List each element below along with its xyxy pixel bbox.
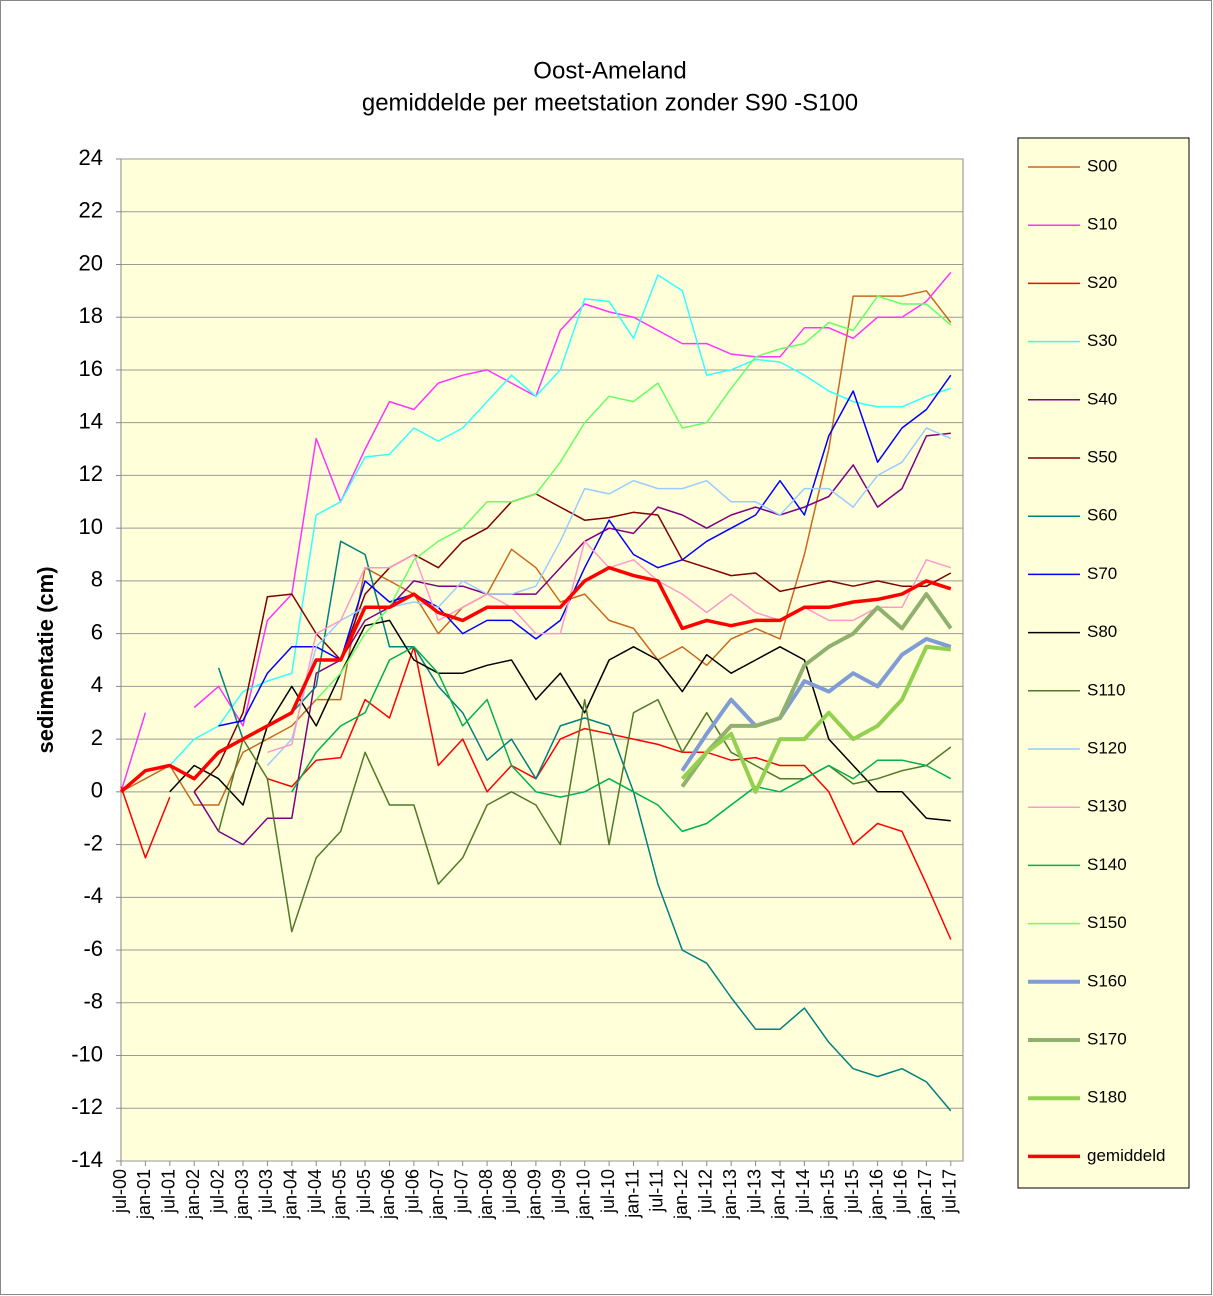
series-line — [680, 636, 952, 772]
x-tick-label: jan-11 — [622, 1169, 642, 1219]
x-tick-label: jul-03 — [256, 1169, 276, 1214]
chart-subtitle: gemiddelde per meetstation zonder S90 -S… — [362, 89, 858, 116]
x-tick-label: jan-03 — [232, 1169, 252, 1220]
series-line — [169, 619, 951, 822]
x-tick-label: jul-01 — [159, 1169, 179, 1214]
y-tick-label: 12 — [79, 461, 103, 486]
legend-label: S40 — [1087, 389, 1117, 408]
legend-label: S70 — [1087, 564, 1117, 583]
series-line — [291, 646, 952, 833]
x-tick-label: jan-12 — [671, 1169, 691, 1220]
y-tick-label: 14 — [79, 408, 103, 433]
y-tick-label: 18 — [79, 303, 103, 328]
x-tick-label: jul-17 — [940, 1169, 960, 1214]
x-tick-label: jan-15 — [818, 1169, 838, 1220]
y-tick-label: -4 — [83, 883, 103, 908]
series-line — [120, 290, 952, 806]
y-tick-label: -14 — [71, 1147, 103, 1172]
plot-area — [120, 158, 964, 1162]
x-tick-label: jul-07 — [451, 1169, 471, 1214]
x-tick-label: jul-13 — [744, 1169, 764, 1214]
legend-label: S60 — [1087, 506, 1117, 525]
y-tick-label: -12 — [71, 1094, 103, 1119]
series-line — [680, 592, 953, 788]
legend-label: S150 — [1087, 913, 1127, 932]
x-tick-label: jan-04 — [281, 1169, 301, 1220]
series-line — [193, 432, 951, 846]
legend-label: S120 — [1087, 738, 1127, 757]
x-tick-label: jan-14 — [769, 1169, 789, 1220]
x-tick-label: jan-10 — [573, 1169, 593, 1220]
y-tick-label: 16 — [79, 356, 103, 381]
y-tick-label: 24 — [79, 145, 103, 170]
y-tick-label: 2 — [91, 725, 103, 750]
y-tick-label: 6 — [91, 619, 103, 644]
x-tick-label: jan-07 — [427, 1169, 447, 1220]
legend-box — [1017, 137, 1190, 1189]
x-tick-label: jul-00 — [110, 1169, 130, 1214]
x-tick-label: jul-16 — [891, 1169, 911, 1214]
legend-label: S170 — [1087, 1029, 1127, 1048]
chart-title: Oost-Ameland — [533, 57, 686, 84]
x-tick-label: jan-16 — [866, 1169, 886, 1220]
y-tick-label: 4 — [91, 672, 103, 697]
x-tick-label: jul-11 — [647, 1169, 667, 1213]
y-tick-label: -2 — [83, 830, 103, 855]
y-tick-label: 0 — [91, 778, 103, 803]
y-axis-label: sedimentatie (cm) — [33, 566, 58, 753]
series-line — [217, 540, 952, 1112]
series-line — [120, 646, 952, 940]
y-tick-label: 10 — [79, 514, 103, 539]
legend-label: S140 — [1087, 855, 1127, 874]
x-tick-label: jul-10 — [598, 1169, 618, 1214]
legend-label: S130 — [1087, 797, 1127, 816]
x-tick-label: jul-14 — [793, 1169, 813, 1214]
series-line — [119, 565, 952, 794]
y-tick-label: -8 — [83, 989, 103, 1014]
legend-label: S00 — [1087, 156, 1117, 175]
x-tick-label: jan-13 — [720, 1169, 740, 1220]
x-tick-label: jul-12 — [695, 1169, 715, 1214]
x-tick-label: jan-17 — [915, 1169, 935, 1220]
y-tick-label: 22 — [79, 198, 103, 223]
y-tick-label: -10 — [71, 1041, 103, 1066]
y-tick-label: 20 — [79, 250, 103, 275]
x-tick-label: jul-05 — [354, 1169, 374, 1214]
legend-label: S30 — [1087, 331, 1117, 350]
x-tick-label: jan-06 — [378, 1169, 398, 1220]
legend-label: S50 — [1087, 447, 1117, 466]
legend-label: gemiddeld — [1087, 1146, 1165, 1165]
legend-label: S20 — [1087, 273, 1117, 292]
series-line — [315, 295, 952, 701]
x-tick-label: jul-04 — [305, 1169, 325, 1214]
y-tick-label: 8 — [91, 567, 103, 592]
x-tick-label: jul-02 — [207, 1169, 227, 1214]
x-tick-label: jan-01 — [134, 1169, 154, 1220]
series-line — [120, 274, 952, 793]
legend-label: S80 — [1087, 622, 1117, 641]
series-line — [680, 644, 952, 794]
y-tick-label: -6 — [83, 936, 103, 961]
series-line — [120, 271, 952, 793]
legend-label: S180 — [1087, 1088, 1127, 1107]
x-tick-label: jul-09 — [549, 1169, 569, 1214]
x-tick-label: jan-08 — [476, 1169, 496, 1220]
legend-label: S160 — [1087, 971, 1127, 990]
legend-label: S10 — [1087, 215, 1117, 234]
x-tick-label: jul-08 — [500, 1169, 520, 1214]
x-tick-label: jul-06 — [403, 1169, 423, 1214]
legend-label: S110 — [1087, 680, 1125, 699]
x-tick-label: jul-15 — [842, 1169, 862, 1214]
x-tick-label: jan-02 — [183, 1169, 203, 1220]
x-tick-label: jan-05 — [329, 1169, 349, 1220]
x-tick-label: jan-09 — [525, 1169, 545, 1220]
